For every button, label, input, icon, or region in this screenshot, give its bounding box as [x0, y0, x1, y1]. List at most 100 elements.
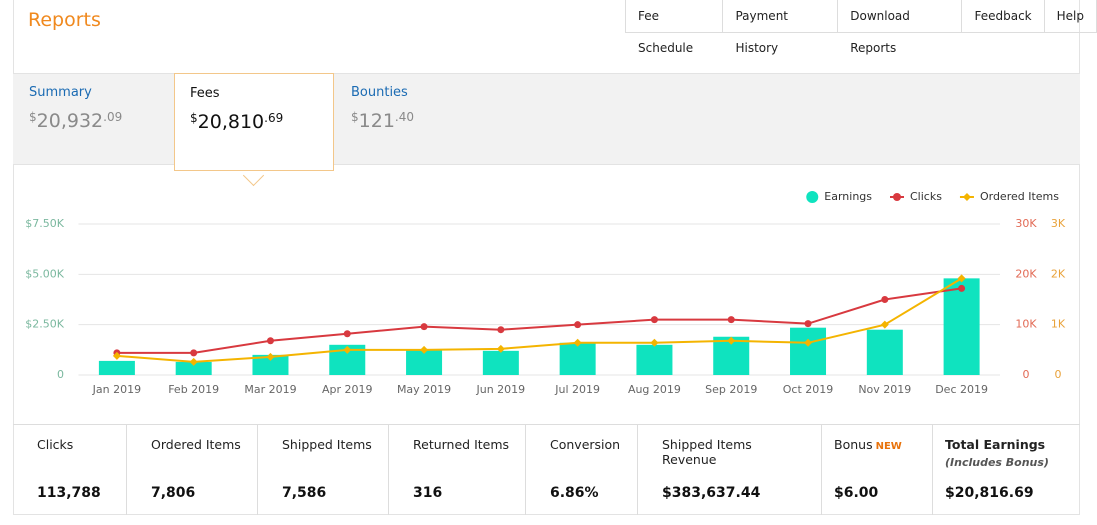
stat-label: Total Earnings: [945, 437, 1046, 452]
currency: $: [190, 111, 198, 125]
point: [420, 345, 429, 354]
x-tick-label: Mar 2019: [244, 383, 296, 396]
y-tick-label: $7.50K: [25, 217, 64, 230]
x-tick-label: Apr 2019: [322, 383, 373, 396]
point: [804, 320, 812, 328]
stat-label: Shipped Items Revenue: [662, 437, 752, 467]
tab[interactable]: Summary $20,932.09: [14, 73, 174, 165]
x-tick-label: May 2019: [397, 383, 451, 396]
y-tick-label: $2.50K: [25, 318, 64, 331]
stat-value: $20,816.69: [945, 485, 1034, 501]
x-tick-label: Feb 2019: [168, 383, 219, 396]
amount-whole: 20,810: [197, 111, 265, 133]
stat-note: (Includes Bonus): [945, 456, 1049, 469]
stat: Conversion 6.86%: [526, 425, 638, 515]
stat-value: 113,788: [37, 485, 101, 501]
nav-link[interactable]: Payment History: [723, 0, 839, 55]
x-tick-label: Jun 2019: [476, 383, 526, 396]
x-tick-label: Nov 2019: [858, 383, 911, 396]
bar: [98, 360, 135, 375]
nav-bar: Fee Schedule Payment History Download Re…: [625, 0, 1097, 55]
legend-marker: [806, 191, 819, 203]
bar: [866, 329, 903, 375]
nav-link[interactable]: Feedback: [962, 0, 1045, 33]
point: [420, 323, 428, 331]
tab[interactable]: Bounties $121.40: [336, 73, 496, 165]
amount-cents: .69: [264, 111, 284, 125]
point: [266, 352, 275, 361]
line: [116, 287, 962, 354]
bar: [252, 354, 289, 375]
stats-row: Clicks 113,788 Ordered Items 7,806 Shipped…: [13, 424, 1080, 515]
point: [189, 357, 198, 366]
y-tick-label: 0: [57, 368, 64, 381]
point: [650, 338, 659, 347]
legend-label: Earnings: [824, 190, 872, 203]
stat-value: 316: [413, 485, 443, 501]
point: [112, 351, 121, 360]
point: [574, 321, 582, 329]
y-tick-label: 0: [1055, 368, 1062, 381]
bar: [636, 344, 673, 375]
stat-value: 7,806: [151, 485, 196, 501]
bar: [175, 361, 212, 375]
new-badge: NEW: [875, 441, 902, 452]
nav-link[interactable]: Download Reports: [838, 0, 963, 55]
point: [650, 316, 658, 324]
stat-value: $383,637.44: [662, 485, 761, 501]
point: [727, 316, 735, 324]
stat: Shipped Items 7,586: [258, 425, 389, 515]
chart: 0 $2.50K $5.00K $7.50K 0 10K 20K 30K 0 1K 2K 3K Jan …: [25, 190, 1066, 396]
x-tick-label: Dec 2019: [935, 383, 988, 396]
amount-whole: 121: [358, 110, 395, 132]
line: [116, 277, 963, 363]
point: [497, 326, 505, 334]
stat: Ordered Items 7,806: [127, 425, 258, 515]
stat-label: Shipped Items: [282, 437, 372, 452]
bar: [482, 350, 519, 375]
stat-label: Returned Items: [413, 437, 510, 452]
nav-link[interactable]: Help: [1044, 0, 1097, 33]
point: [573, 338, 582, 347]
bar: [406, 349, 443, 375]
currency: $: [351, 110, 359, 124]
nav-link[interactable]: Fee Schedule: [626, 0, 724, 55]
legend-marker: [893, 193, 901, 201]
amount-cents: .09: [103, 110, 123, 124]
stat-label: Conversion: [550, 437, 621, 452]
point: [881, 296, 889, 303]
currency: $: [29, 110, 37, 124]
point: [804, 338, 813, 347]
stat-label: Bonus NEW: [834, 437, 921, 452]
point: [266, 337, 274, 345]
tab[interactable]: Fees $20,810.69: [174, 73, 334, 171]
stat: Returned Items 316: [389, 425, 526, 515]
stat: Clicks 113,788: [13, 425, 127, 515]
x-tick-label: Oct 2019: [783, 383, 834, 396]
tab-label: Summary: [29, 85, 92, 100]
tab-label: Bounties: [351, 85, 408, 100]
stat: Bonus NEW $6.00: [822, 425, 933, 515]
stat-value: 6.86%: [550, 485, 599, 501]
amount-whole: 20,932: [36, 110, 104, 132]
y-tick-label: 3K: [1051, 217, 1066, 230]
y-tick-label: 30K: [1015, 217, 1037, 230]
y-tick-label: $5.00K: [25, 267, 64, 280]
legend-label: Clicks: [910, 190, 942, 203]
x-tick-label: Sep 2019: [705, 383, 757, 396]
bar: [790, 327, 827, 375]
x-tick-label: Aug 2019: [628, 383, 681, 396]
point: [343, 345, 352, 354]
stat-label: Clicks: [37, 437, 74, 452]
y-tick-label: 20K: [1015, 267, 1037, 280]
stat: Total Earnings (Includes Bonus) $20,816.69: [933, 425, 1080, 515]
amount-cents: .40: [394, 110, 414, 124]
tab-label: Fees: [190, 86, 220, 101]
point: [343, 330, 351, 338]
y-tick-label: 0: [1023, 368, 1030, 381]
stat: Shipped Items Revenue $383,637.44: [638, 425, 822, 515]
stat-value: 7,586: [282, 485, 327, 501]
legend-marker: [962, 193, 971, 201]
bar: [943, 278, 980, 375]
point: [496, 344, 505, 353]
